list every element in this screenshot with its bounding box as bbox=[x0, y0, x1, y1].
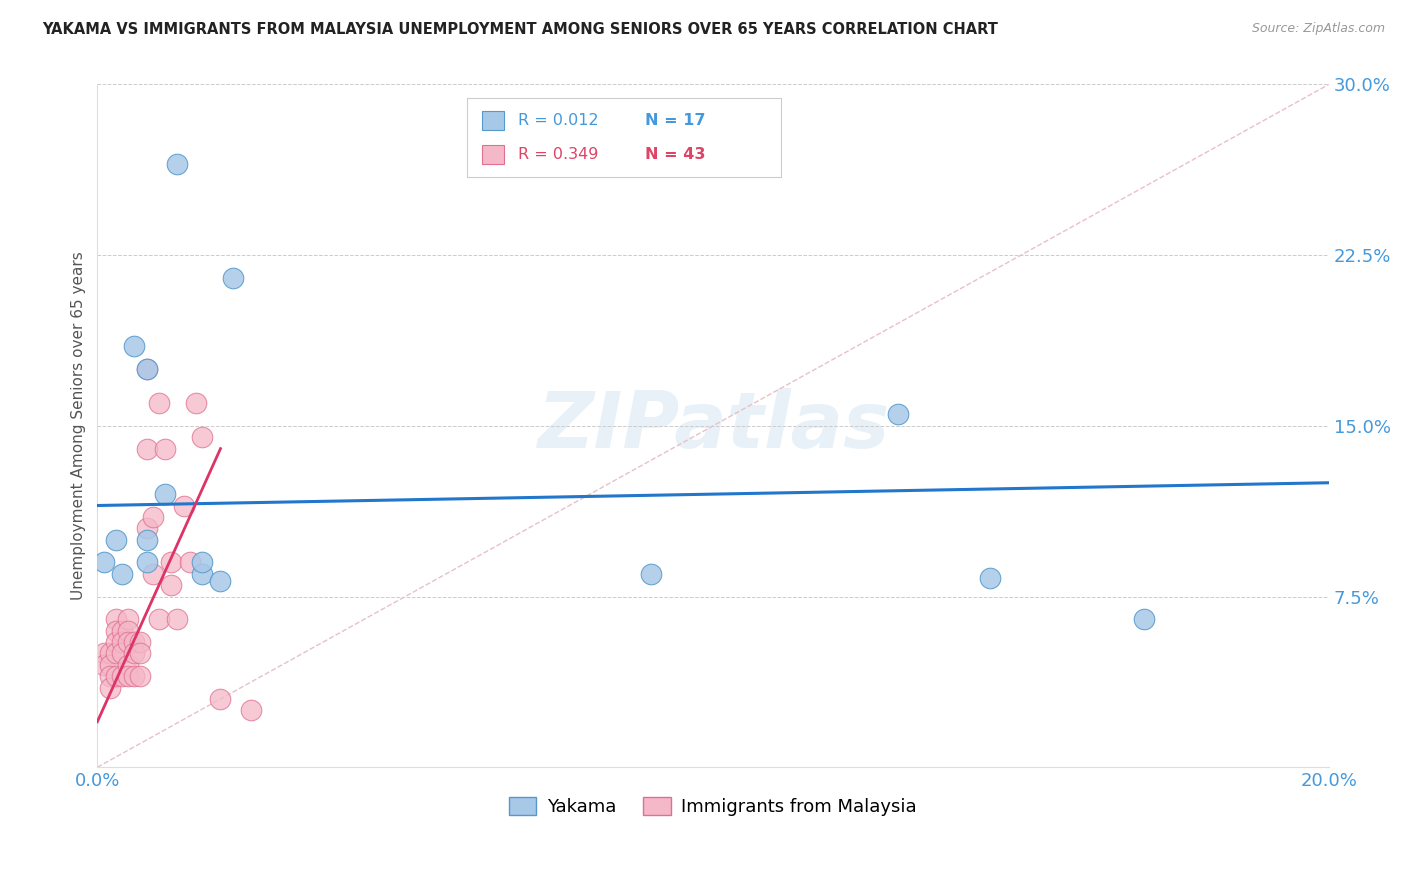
Point bbox=[98, 669, 121, 683]
Legend: Yakama, Immigrants from Malaysia: Yakama, Immigrants from Malaysia bbox=[502, 789, 924, 823]
Point bbox=[1133, 612, 1156, 626]
Text: N = 43: N = 43 bbox=[645, 147, 706, 162]
Point bbox=[124, 635, 146, 649]
Point bbox=[160, 556, 183, 570]
Point bbox=[111, 669, 134, 683]
Point bbox=[135, 362, 157, 376]
Point bbox=[124, 647, 146, 661]
Point bbox=[135, 521, 157, 535]
Point bbox=[148, 612, 170, 626]
Point bbox=[111, 635, 134, 649]
Point bbox=[179, 556, 201, 570]
Point bbox=[142, 509, 165, 524]
Point bbox=[104, 533, 127, 547]
Point bbox=[93, 657, 115, 672]
Point bbox=[153, 487, 176, 501]
Text: N = 17: N = 17 bbox=[645, 113, 706, 128]
Point bbox=[240, 703, 263, 717]
Point bbox=[104, 635, 127, 649]
Point bbox=[104, 624, 127, 638]
Point bbox=[117, 669, 139, 683]
Point bbox=[887, 408, 910, 422]
Point bbox=[111, 647, 134, 661]
Point bbox=[191, 566, 214, 581]
Point bbox=[153, 442, 176, 456]
Point bbox=[979, 571, 1001, 585]
Point bbox=[135, 556, 157, 570]
Point bbox=[209, 692, 232, 706]
Point bbox=[117, 657, 139, 672]
Point bbox=[142, 566, 165, 581]
Point bbox=[160, 578, 183, 592]
Point bbox=[124, 669, 146, 683]
Text: Source: ZipAtlas.com: Source: ZipAtlas.com bbox=[1251, 22, 1385, 36]
Point bbox=[129, 669, 152, 683]
Point bbox=[93, 647, 115, 661]
Point bbox=[124, 339, 146, 353]
Point bbox=[117, 624, 139, 638]
Text: YAKAMA VS IMMIGRANTS FROM MALAYSIA UNEMPLOYMENT AMONG SENIORS OVER 65 YEARS CORR: YAKAMA VS IMMIGRANTS FROM MALAYSIA UNEMP… bbox=[42, 22, 998, 37]
Point bbox=[166, 612, 188, 626]
Bar bbox=[481, 145, 503, 164]
Point bbox=[111, 566, 134, 581]
Point bbox=[98, 647, 121, 661]
Point bbox=[184, 396, 207, 410]
Point bbox=[117, 612, 139, 626]
Point bbox=[191, 556, 214, 570]
Point bbox=[98, 657, 121, 672]
Point bbox=[135, 442, 157, 456]
Point bbox=[640, 566, 662, 581]
Text: ZIPatlas: ZIPatlas bbox=[537, 388, 889, 464]
FancyBboxPatch shape bbox=[467, 98, 780, 177]
Point bbox=[222, 271, 245, 285]
Y-axis label: Unemployment Among Seniors over 65 years: Unemployment Among Seniors over 65 years bbox=[72, 252, 86, 600]
Point bbox=[209, 574, 232, 588]
Point bbox=[173, 499, 195, 513]
Point bbox=[191, 430, 214, 444]
Point bbox=[148, 396, 170, 410]
Text: R = 0.349: R = 0.349 bbox=[519, 147, 599, 162]
Point bbox=[111, 624, 134, 638]
Point bbox=[98, 681, 121, 695]
Point bbox=[104, 612, 127, 626]
Point bbox=[117, 635, 139, 649]
Point bbox=[129, 635, 152, 649]
Point bbox=[104, 669, 127, 683]
Text: R = 0.012: R = 0.012 bbox=[519, 113, 599, 128]
Point bbox=[104, 647, 127, 661]
Point bbox=[166, 157, 188, 171]
Point bbox=[135, 362, 157, 376]
Bar bbox=[481, 112, 503, 130]
Point bbox=[135, 533, 157, 547]
Point bbox=[93, 556, 115, 570]
Point bbox=[129, 647, 152, 661]
